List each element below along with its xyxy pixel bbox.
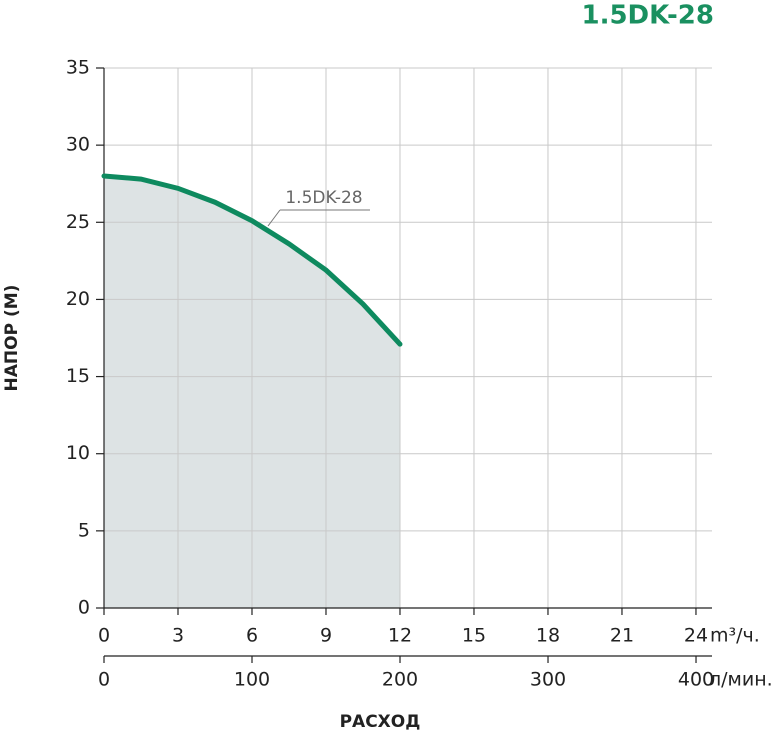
x-tick-label: 24 xyxy=(684,625,708,647)
y-tick-label: 15 xyxy=(66,365,90,387)
y-tick-label: 5 xyxy=(78,519,90,541)
line xyxy=(101,173,403,347)
y-tick-label: 0 xyxy=(78,597,90,619)
y-tick-label: 10 xyxy=(66,442,90,464)
x-tick-label: 15 xyxy=(462,625,486,647)
x-tick-label: 0 xyxy=(98,625,110,647)
x2-tick-label: 0 xyxy=(98,669,110,691)
x2-tick-label: 100 xyxy=(234,669,270,691)
x2-tick-label: 200 xyxy=(382,669,418,691)
y-axis-title: НАПОР (М) xyxy=(2,285,22,392)
x2-tick-label: 300 xyxy=(530,669,566,691)
x-tick-label: 18 xyxy=(536,625,560,647)
x2-unit: л/мин. xyxy=(709,669,773,691)
series-label: 1.5DK-28 xyxy=(285,188,362,208)
y-tick-label: 35 xyxy=(66,57,90,79)
x-tick-label: 9 xyxy=(320,625,332,647)
x-unit: m³/ч. xyxy=(710,625,760,647)
y-tick-label: 30 xyxy=(66,134,90,156)
x-tick-label: 6 xyxy=(246,625,258,647)
x-axis-title: РАСХОД xyxy=(340,712,421,732)
y-tick-label: 25 xyxy=(66,211,90,233)
x-tick-label: 12 xyxy=(388,625,412,647)
chart-title: 1.5DK-28 xyxy=(581,1,714,31)
label-leader xyxy=(267,209,281,227)
x-tick-label: 21 xyxy=(610,625,634,647)
y-tick-label: 20 xyxy=(66,288,90,310)
x-tick-label: 3 xyxy=(172,625,184,647)
x2-tick-label: 400 xyxy=(678,669,714,691)
